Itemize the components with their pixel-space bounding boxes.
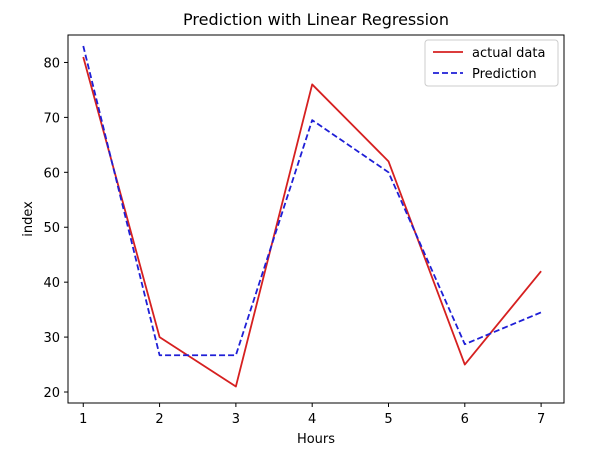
y-tick-label: 40 xyxy=(43,276,60,291)
plot-area xyxy=(67,34,565,404)
series-line-actual-data xyxy=(82,56,542,388)
x-tick-label: 4 xyxy=(308,412,316,427)
legend: actual data Prediction xyxy=(424,39,559,87)
x-tick-label: 1 xyxy=(79,412,87,427)
y-axis-label: index xyxy=(21,201,36,237)
series-line-prediction xyxy=(82,45,542,357)
x-tick-label: 7 xyxy=(537,412,545,427)
y-tick-label: 70 xyxy=(43,111,60,126)
x-tick-label: 2 xyxy=(155,412,163,427)
y-tick-label: 20 xyxy=(43,386,60,401)
y-tick-label: 50 xyxy=(43,221,60,236)
y-tick-label: 60 xyxy=(43,166,60,181)
x-tick-label: 5 xyxy=(384,412,392,427)
x-tick-label: 6 xyxy=(461,412,469,427)
x-tick-label: 3 xyxy=(232,412,240,427)
y-tick-label: 30 xyxy=(43,331,60,346)
x-axis-label: Hours xyxy=(297,432,335,447)
series-layer xyxy=(82,45,542,388)
chart-title: Prediction with Linear Regression xyxy=(183,10,449,29)
x-axis: 1 2 3 4 5 6 7 xyxy=(79,403,545,427)
legend-label: actual data xyxy=(472,46,545,61)
y-axis: 20 30 40 50 60 70 80 xyxy=(43,56,68,401)
y-tick-label: 80 xyxy=(43,56,60,71)
legend-label: Prediction xyxy=(472,67,537,82)
